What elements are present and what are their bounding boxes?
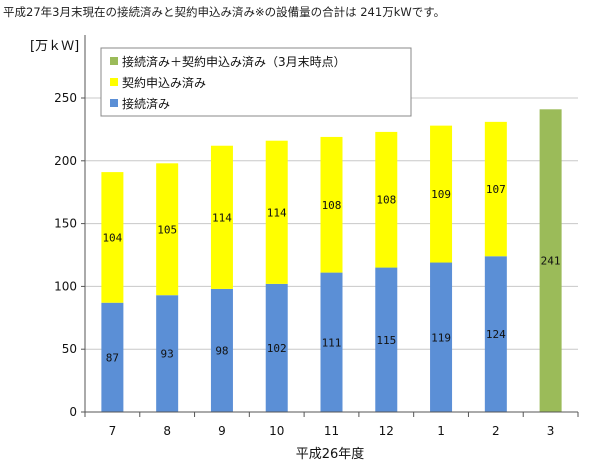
legend-swatch — [110, 57, 118, 65]
x-axis-label: 平成26年度 — [296, 446, 365, 462]
bar-segment — [375, 131, 398, 268]
data-label: 119 — [431, 331, 451, 344]
data-label: 104 — [102, 231, 122, 244]
bar-segment — [430, 262, 453, 412]
data-label: 109 — [431, 188, 451, 201]
y-tick-label: 50 — [62, 342, 77, 356]
header-note: 平成27年3月末現在の接続済みと契約申込み済み※の設備量の合計は 241万kWで… — [3, 5, 446, 19]
data-label: 124 — [486, 328, 506, 341]
legend-label: 接続済み — [122, 96, 170, 111]
bar-segment — [210, 145, 233, 289]
bar-segment — [101, 172, 124, 303]
x-tick-label: 12 — [379, 424, 394, 438]
x-tick-label: 9 — [218, 424, 226, 438]
x-tick-label: 7 — [109, 424, 117, 438]
x-tick-label: 10 — [269, 424, 284, 438]
bar-segment — [320, 272, 343, 412]
bar-segment — [484, 121, 507, 257]
x-tick-label: 8 — [163, 424, 171, 438]
legend-swatch — [110, 99, 118, 107]
bar-segment — [101, 302, 124, 412]
data-label: 98 — [215, 344, 228, 357]
y-tick-label: 100 — [54, 279, 77, 293]
legend-box — [100, 47, 412, 117]
bar-segment — [156, 163, 179, 296]
bar-segment — [484, 256, 507, 412]
x-tick-label: 1 — [437, 424, 445, 438]
data-label: 108 — [322, 199, 342, 212]
data-label: 241 — [541, 255, 561, 268]
data-label: 102 — [267, 342, 287, 355]
bar-segment — [265, 283, 288, 412]
y-axis-label: [万ｋＷ] — [30, 39, 79, 54]
axes — [81, 35, 579, 417]
legend-label: 契約申込み済み — [122, 75, 206, 90]
y-tick-label: 250 — [54, 91, 77, 105]
legend-swatch — [110, 78, 118, 86]
data-label: 107 — [486, 183, 506, 196]
data-label: 111 — [322, 336, 342, 349]
y-tick-label: 0 — [69, 405, 77, 419]
y-tick-label: 150 — [54, 217, 77, 231]
data-label: 93 — [161, 348, 174, 361]
bar-segment — [375, 267, 398, 412]
bar-segment — [156, 295, 179, 412]
x-tick-label: 2 — [492, 424, 500, 438]
data-label: 114 — [267, 206, 287, 219]
data-label: 115 — [376, 334, 396, 347]
data-label: 108 — [376, 194, 396, 207]
bar-segment — [430, 125, 453, 263]
x-tick-label: 3 — [547, 424, 555, 438]
x-tick-label: 11 — [324, 424, 339, 438]
bars — [101, 109, 562, 412]
data-label: 87 — [106, 351, 119, 364]
bar-segment — [210, 288, 233, 412]
data-label: 105 — [157, 223, 177, 236]
y-tick-label: 200 — [54, 154, 77, 168]
bar-segment — [539, 109, 562, 412]
bar-segment — [320, 136, 343, 273]
data-label: 114 — [212, 211, 232, 224]
value-labels: 87 104 93 105 98 114 102 114 111 108 115 108 119 109 1… — [102, 183, 560, 364]
legend-label: 接続済み＋契約申込み済み（3月末時点） — [122, 54, 346, 69]
bar-segment — [265, 140, 288, 284]
